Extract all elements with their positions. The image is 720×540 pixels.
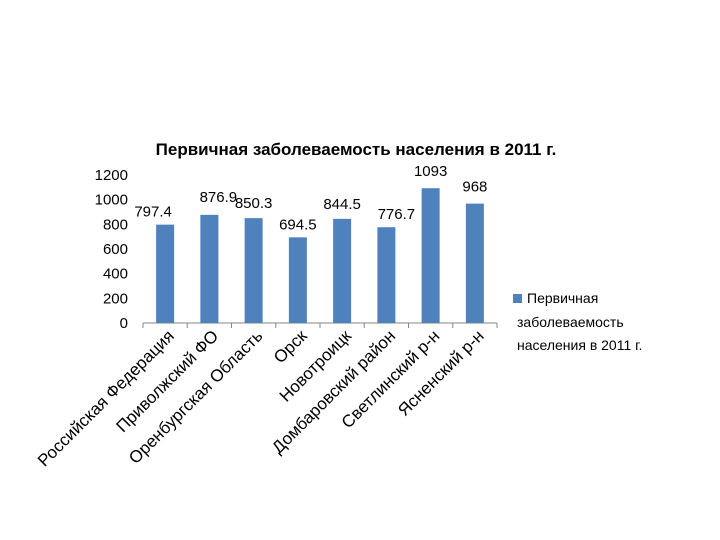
bar bbox=[465, 203, 484, 323]
y-tick-label: 800 bbox=[103, 216, 128, 233]
y-tick-label: 600 bbox=[103, 241, 128, 258]
chart-title: Первичная заболеваемость населения в 201… bbox=[156, 140, 557, 159]
data-label: 876.9 bbox=[200, 189, 238, 206]
y-tick-label: 1000 bbox=[95, 192, 128, 209]
y-tick-label: 400 bbox=[103, 266, 128, 283]
legend-line-3: населения в 2011 г. bbox=[517, 337, 642, 353]
bar bbox=[377, 227, 396, 323]
legend-line-1: Первичная bbox=[527, 290, 598, 306]
bar bbox=[244, 218, 263, 323]
legend-line-2: заболеваемость bbox=[517, 314, 624, 330]
data-label: 797.4 bbox=[134, 204, 172, 221]
data-label: 1093 bbox=[414, 163, 447, 180]
legend-swatch bbox=[513, 294, 522, 303]
legend: Первичная заболеваемость населения в 201… bbox=[513, 290, 642, 353]
bar bbox=[200, 214, 219, 323]
y-tick-label: 1200 bbox=[95, 167, 128, 184]
data-label: 968 bbox=[462, 179, 487, 196]
y-tick-label: 0 bbox=[120, 315, 128, 332]
bar bbox=[333, 218, 352, 323]
data-label: 844.5 bbox=[323, 196, 361, 213]
y-tick-label: 200 bbox=[103, 290, 128, 307]
data-label: 694.5 bbox=[279, 216, 317, 233]
data-label: 850.3 bbox=[235, 195, 273, 212]
data-label: 776.7 bbox=[378, 206, 416, 223]
bar bbox=[156, 224, 175, 323]
bar bbox=[421, 188, 440, 323]
bar bbox=[288, 237, 307, 323]
category-label: Орск bbox=[270, 326, 311, 367]
